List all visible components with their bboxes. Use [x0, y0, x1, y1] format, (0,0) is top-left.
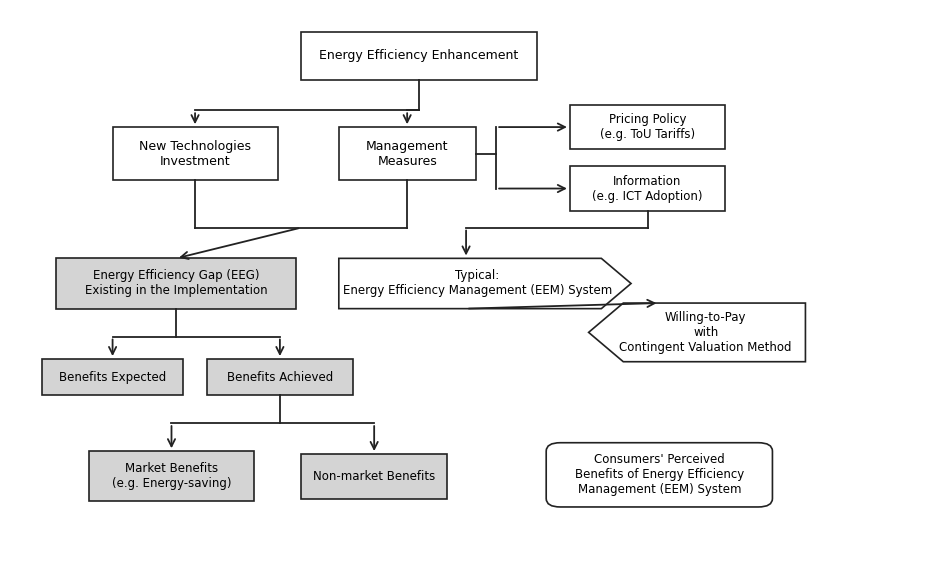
- FancyBboxPatch shape: [56, 259, 297, 308]
- Text: Management
Measures: Management Measures: [366, 139, 449, 168]
- FancyBboxPatch shape: [206, 359, 353, 395]
- Text: Non-market Benefits: Non-market Benefits: [313, 469, 436, 483]
- Text: Willing-to-Pay
with
Contingent Valuation Method: Willing-to-Pay with Contingent Valuation…: [619, 311, 792, 354]
- Text: Information
(e.g. ICT Adoption): Information (e.g. ICT Adoption): [592, 175, 703, 202]
- Text: Market Benefits
(e.g. Energy-saving): Market Benefits (e.g. Energy-saving): [111, 462, 231, 490]
- Text: Consumers' Perceived
Benefits of Energy Efficiency
Management (EEM) System: Consumers' Perceived Benefits of Energy …: [574, 454, 744, 496]
- FancyBboxPatch shape: [339, 127, 476, 180]
- FancyBboxPatch shape: [301, 32, 536, 79]
- FancyBboxPatch shape: [112, 127, 278, 180]
- FancyBboxPatch shape: [89, 451, 254, 501]
- FancyBboxPatch shape: [301, 454, 447, 498]
- Text: Benefits Achieved: Benefits Achieved: [226, 371, 333, 384]
- Text: Energy Efficiency Enhancement: Energy Efficiency Enhancement: [320, 49, 518, 62]
- Polygon shape: [589, 303, 805, 362]
- Text: Energy Efficiency Gap (EEG)
Existing in the Implementation: Energy Efficiency Gap (EEG) Existing in …: [85, 269, 267, 298]
- Text: Benefits Expected: Benefits Expected: [59, 371, 166, 384]
- FancyBboxPatch shape: [570, 105, 726, 150]
- Text: Pricing Policy
(e.g. ToU Tariffs): Pricing Policy (e.g. ToU Tariffs): [600, 113, 695, 141]
- Text: New Technologies
Investment: New Technologies Investment: [139, 139, 251, 168]
- FancyBboxPatch shape: [546, 443, 772, 507]
- FancyBboxPatch shape: [570, 166, 726, 211]
- Text: Typical:
Energy Efficiency Management (EEM) System: Typical: Energy Efficiency Management (E…: [343, 269, 612, 298]
- FancyBboxPatch shape: [42, 359, 184, 395]
- Polygon shape: [339, 259, 631, 308]
